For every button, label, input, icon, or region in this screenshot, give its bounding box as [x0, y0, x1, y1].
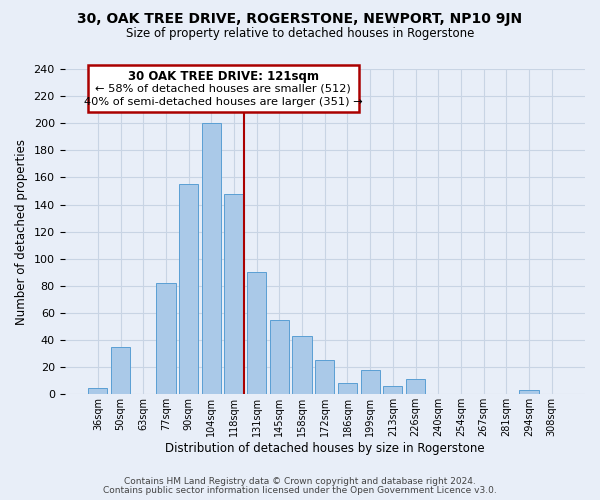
Bar [361, 370, 380, 394]
Bar [383, 386, 403, 394]
Text: ← 58% of detached houses are smaller (512): ← 58% of detached houses are smaller (51… [95, 84, 351, 94]
X-axis label: Distribution of detached houses by size in Rogerstone: Distribution of detached houses by size … [165, 442, 485, 455]
Bar [179, 184, 198, 394]
Bar [88, 388, 107, 394]
Bar [247, 272, 266, 394]
Bar [202, 123, 221, 394]
Text: 30 OAK TREE DRIVE: 121sqm: 30 OAK TREE DRIVE: 121sqm [128, 70, 319, 84]
Bar [224, 194, 244, 394]
Bar [292, 336, 312, 394]
Text: 40% of semi-detached houses are larger (351) →: 40% of semi-detached houses are larger (… [84, 98, 362, 108]
Bar [111, 347, 130, 395]
Text: 30, OAK TREE DRIVE, ROGERSTONE, NEWPORT, NP10 9JN: 30, OAK TREE DRIVE, ROGERSTONE, NEWPORT,… [77, 12, 523, 26]
Bar [156, 283, 176, 395]
Text: Contains HM Land Registry data © Crown copyright and database right 2024.: Contains HM Land Registry data © Crown c… [124, 477, 476, 486]
Y-axis label: Number of detached properties: Number of detached properties [15, 138, 28, 324]
Bar [270, 320, 289, 394]
Bar [315, 360, 334, 394]
FancyBboxPatch shape [88, 65, 359, 112]
Bar [406, 380, 425, 394]
Bar [338, 384, 357, 394]
Text: Contains public sector information licensed under the Open Government Licence v3: Contains public sector information licen… [103, 486, 497, 495]
Text: Size of property relative to detached houses in Rogerstone: Size of property relative to detached ho… [126, 28, 474, 40]
Bar [520, 390, 539, 394]
